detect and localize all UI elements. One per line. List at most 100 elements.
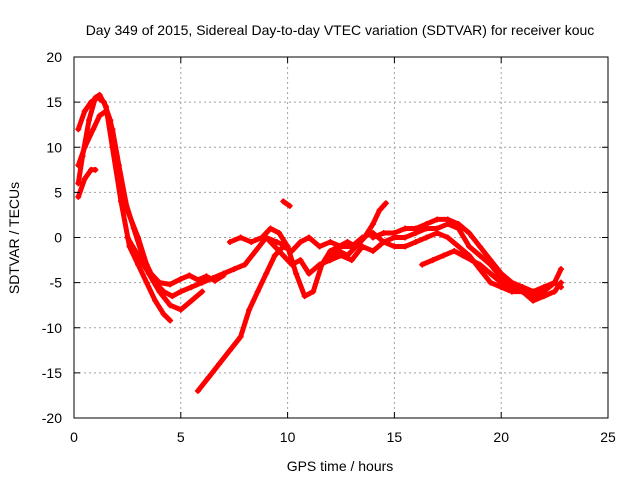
- data-point: [246, 306, 253, 313]
- data-point: [370, 220, 377, 227]
- data-point: [476, 243, 483, 250]
- data-point: [145, 270, 152, 277]
- data-point: [519, 288, 526, 295]
- data-point: [530, 288, 537, 295]
- data-point: [220, 270, 227, 277]
- data-point: [124, 234, 131, 241]
- data-point: [263, 270, 270, 277]
- data-point: [231, 266, 238, 273]
- data-point: [468, 257, 475, 264]
- data-point: [310, 288, 317, 295]
- data-point: [109, 126, 116, 133]
- y-tick-label: 0: [54, 230, 62, 246]
- data-point: [226, 239, 233, 246]
- data-point: [419, 261, 426, 268]
- data-point: [344, 239, 351, 246]
- data-point: [177, 288, 184, 295]
- data-point: [382, 200, 389, 207]
- data-point: [135, 252, 142, 259]
- data-point: [216, 360, 223, 367]
- data-point: [540, 293, 547, 300]
- data-point: [440, 252, 447, 259]
- series-arc-2: [75, 95, 226, 287]
- data-point: [476, 261, 483, 268]
- series-arc-1: [75, 92, 173, 323]
- data-point: [96, 112, 103, 119]
- data-point: [199, 279, 206, 286]
- data-point: [305, 234, 312, 241]
- data-point: [237, 333, 244, 340]
- data-point: [188, 297, 195, 304]
- data-point: [237, 234, 244, 241]
- y-axis-title: SDTVAR / TECUs: [6, 182, 22, 294]
- data-point: [444, 216, 451, 223]
- data-point: [115, 162, 122, 169]
- y-tick-label: 15: [46, 94, 62, 110]
- data-point: [276, 229, 283, 236]
- data-point: [327, 252, 334, 259]
- data-point: [380, 229, 387, 236]
- data-point: [466, 229, 473, 236]
- data-point: [156, 288, 163, 295]
- data-point: [459, 252, 466, 259]
- data-point: [352, 243, 359, 250]
- data-point: [284, 243, 291, 250]
- data-point: [254, 288, 261, 295]
- data-point: [100, 99, 107, 106]
- x-tick-label: 15: [387, 429, 403, 445]
- data-point: [167, 302, 174, 309]
- data-point: [402, 234, 409, 241]
- data-point: [344, 252, 351, 259]
- data-point: [75, 162, 82, 169]
- data-point: [487, 279, 494, 286]
- data-point: [297, 239, 304, 246]
- data-point: [297, 257, 304, 264]
- data-point: [293, 270, 300, 277]
- data-point: [423, 234, 430, 241]
- data-point: [167, 281, 174, 288]
- data-point: [167, 317, 174, 324]
- data-point: [376, 207, 383, 214]
- y-tick-label: -20: [42, 410, 62, 426]
- data-point: [288, 261, 295, 268]
- series-arc-6: [195, 221, 564, 394]
- data-point: [558, 284, 565, 291]
- data-point: [558, 266, 565, 273]
- data-point: [335, 248, 342, 255]
- data-point: [103, 108, 110, 115]
- data-point: [209, 275, 216, 282]
- data-point: [252, 248, 259, 255]
- data-point: [327, 239, 334, 246]
- data-point: [301, 293, 308, 300]
- data-point: [487, 270, 494, 277]
- data-point: [498, 270, 505, 277]
- data-point: [402, 243, 409, 250]
- data-point: [81, 108, 88, 115]
- data-point: [75, 180, 82, 187]
- series-arc-3: [75, 108, 291, 299]
- data-point: [194, 387, 201, 394]
- data-point: [188, 284, 195, 291]
- data-point: [143, 279, 150, 286]
- data-point: [177, 306, 184, 313]
- data-point: [280, 198, 287, 205]
- data-point: [316, 261, 323, 268]
- x-tick-label: 25: [600, 429, 616, 445]
- data-point: [75, 193, 82, 200]
- data-point: [380, 239, 387, 246]
- data-point: [92, 166, 99, 173]
- data-point: [271, 252, 278, 259]
- data-point: [248, 239, 255, 246]
- data-series: [75, 91, 565, 394]
- data-point: [476, 252, 483, 259]
- axis-ticks: 0 5 10 15 20 25 -20 -15 -10 -5 0 5 10 15 20: [42, 49, 616, 445]
- chart-title: Day 349 of 2015, Sidereal Day-to-day VTE…: [86, 22, 595, 38]
- data-point: [412, 239, 419, 246]
- y-tick-label: 5: [54, 184, 62, 200]
- data-point: [280, 252, 287, 259]
- data-point: [348, 257, 355, 264]
- x-tick-label: 10: [280, 429, 296, 445]
- data-point: [81, 144, 88, 151]
- data-point: [423, 220, 430, 227]
- data-point: [177, 276, 184, 283]
